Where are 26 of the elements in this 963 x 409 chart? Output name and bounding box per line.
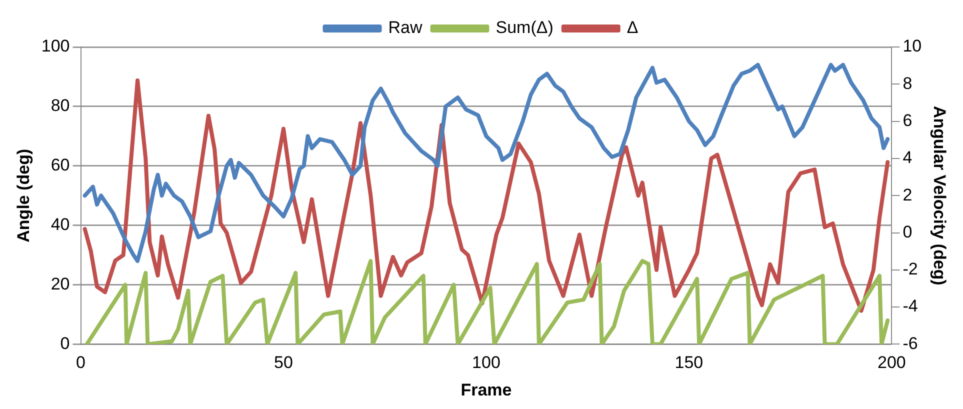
y-tick-label: 80 [50, 96, 70, 116]
legend-label: Raw [388, 18, 423, 38]
y2-tick-label: -6 [902, 334, 918, 353]
y-tick-label: 0 [60, 334, 70, 353]
x-tick-label: 200 [878, 353, 906, 372]
y-tick-label: 40 [50, 215, 70, 234]
y2-tick-label: 0 [902, 222, 912, 242]
y-tick-label: 60 [50, 156, 70, 175]
legend-label: Δ [626, 18, 638, 38]
y-tick-label: 100 [41, 36, 70, 56]
y-tick-label: 20 [50, 274, 70, 294]
y2-tick-label: 6 [902, 110, 912, 130]
y2-tick-label: 8 [902, 74, 912, 93]
x-axis-title: Frame [460, 380, 512, 400]
x-tick-label: 50 [274, 353, 293, 372]
legend-label: Sum(Δ) [496, 18, 554, 38]
y2-tick-label: 2 [902, 185, 912, 204]
y2-tick-label: 10 [902, 36, 922, 56]
y2-tick-label: -2 [902, 260, 918, 279]
y2-tick-label: -4 [902, 296, 918, 316]
y2-axis-title: Angular Velocity (deg) [930, 106, 950, 286]
x-tick-label: 0 [76, 353, 86, 372]
y-axis-title: Angle (deg) [14, 148, 33, 242]
x-tick-label: 150 [674, 353, 704, 372]
y2-tick-label: 4 [902, 148, 912, 168]
x-tick-label: 100 [472, 353, 500, 372]
